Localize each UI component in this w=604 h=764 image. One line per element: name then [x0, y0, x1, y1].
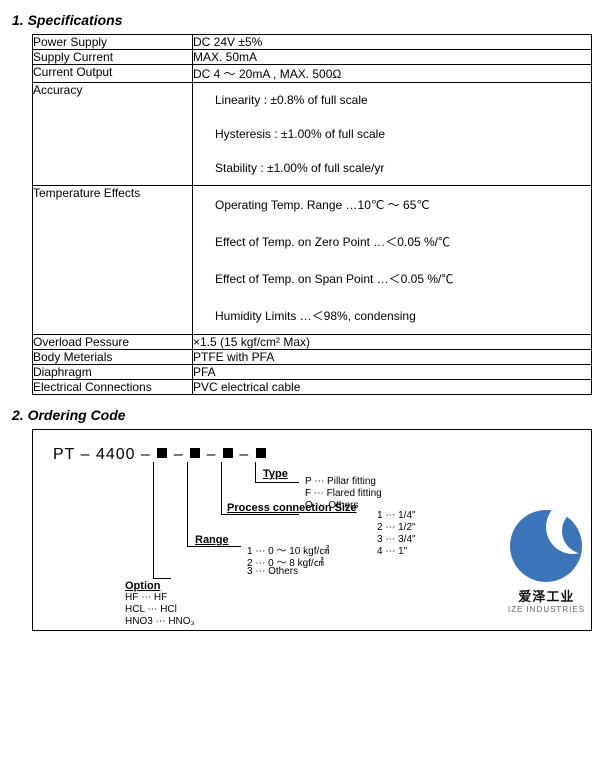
spec-subline: Operating Temp. Range …10℃ ～ 65℃ [193, 186, 591, 223]
size-item: 1 ⋯ 1/4" [377, 510, 416, 521]
table-row: Diaphragm PFA [33, 365, 592, 380]
spec-value: Linearity : ±0.8% of full scale Hysteres… [193, 83, 592, 186]
connector-line [187, 546, 241, 547]
spec-label: Electrical Connections [33, 380, 193, 395]
placeholder-icon [190, 448, 200, 458]
spec-value: PTFE with PFA [193, 350, 592, 365]
placeholder-icon [256, 448, 266, 458]
type-item: F ⋯ Flared fitting [305, 488, 382, 499]
spec-value: DC 4 ～ 20mA , MAX. 500Ω [193, 65, 592, 83]
spec-value: MAX. 50mA [193, 50, 592, 65]
ordering-diagram: Type P ⋯ Pillar fitting F ⋯ Flared fitti… [47, 460, 577, 620]
option-item: HNO3 ⋯ HNO₃ [125, 616, 195, 627]
brand-logo: 爱泽工业 IZE INDUSTRIES [508, 510, 585, 614]
range-label: Range [195, 534, 229, 546]
table-row: Current Output DC 4 ～ 20mA , MAX. 500Ω [33, 65, 592, 83]
spec-subline: Effect of Temp. on Zero Point …＜0.05 %/℃ [193, 223, 591, 260]
range-item: 3 ⋯ Others [247, 566, 298, 577]
type-label: Type [263, 468, 288, 480]
spec-label: Body Meterials [33, 350, 193, 365]
logo-text-en: IZE INDUSTRIES [508, 605, 585, 614]
spec-label: Current Output [33, 65, 193, 83]
spec-subline: Hysteresis : ±1.00% of full scale [193, 117, 591, 151]
spec-value: ×1.5 (15 kgf/cm² Max) [193, 335, 592, 350]
connector-line [153, 462, 154, 578]
option-label: Option [125, 580, 160, 592]
section-title-specs: 1. Specifications [12, 12, 596, 28]
logo-text-cn: 爱泽工业 [508, 586, 585, 605]
type-item: P ⋯ Pillar fitting [305, 476, 376, 487]
spec-value: PFA [193, 365, 592, 380]
option-item: HCL ⋯ HCl [125, 604, 177, 615]
option-item: HF ⋯ HF [125, 592, 167, 603]
size-label: Process connection Size [227, 502, 357, 514]
placeholder-icon [157, 448, 167, 458]
spec-label: Overload Pessure [33, 335, 193, 350]
spec-subline: Stability : ±1.00% of full scale/yr [193, 151, 591, 185]
spec-subline: Humidity Limits …＜98%, condensing [193, 297, 591, 334]
table-row: Temperature Effects Operating Temp. Rang… [33, 186, 592, 335]
spec-value: PVC electrical cable [193, 380, 592, 395]
spec-label: Accuracy [33, 83, 193, 186]
spec-subline: Linearity : ±0.8% of full scale [193, 83, 591, 117]
spec-label: Power Supply [33, 35, 193, 50]
table-row: Overload Pessure ×1.5 (15 kgf/cm² Max) [33, 335, 592, 350]
table-row: Body Meterials PTFE with PFA [33, 350, 592, 365]
size-item: 2 ⋯ 1/2" [377, 522, 416, 533]
table-row: Supply Current MAX. 50mA [33, 50, 592, 65]
table-row: Power Supply DC 24V ±5% [33, 35, 592, 50]
specs-table: Power Supply DC 24V ±5% Supply Current M… [32, 34, 592, 395]
table-row: Accuracy Linearity : ±0.8% of full scale… [33, 83, 592, 186]
logo-icon [510, 510, 582, 582]
table-row: Electrical Connections PVC electrical ca… [33, 380, 592, 395]
spec-value: Operating Temp. Range …10℃ ～ 65℃ Effect … [193, 186, 592, 335]
connector-line [187, 462, 188, 546]
section-title-ordering: 2. Ordering Code [12, 407, 596, 423]
connector-line [153, 578, 171, 579]
spec-label: Temperature Effects [33, 186, 193, 335]
spec-label: Supply Current [33, 50, 193, 65]
size-item: 3 ⋯ 3/4" [377, 534, 416, 545]
spec-subline: Effect of Temp. on Span Point …＜0.05 %/℃ [193, 260, 591, 297]
placeholder-icon [223, 448, 233, 458]
size-item: 4 ⋯ 1" [377, 546, 407, 557]
connector-line [255, 462, 256, 482]
ordering-box: PT – 4400 – – – – Type P ⋯ Pillar fittin… [32, 429, 592, 631]
connector-line [221, 514, 299, 515]
spec-label: Diaphragm [33, 365, 193, 380]
connector-line [255, 482, 299, 483]
connector-line [221, 462, 222, 514]
spec-value: DC 24V ±5% [193, 35, 592, 50]
